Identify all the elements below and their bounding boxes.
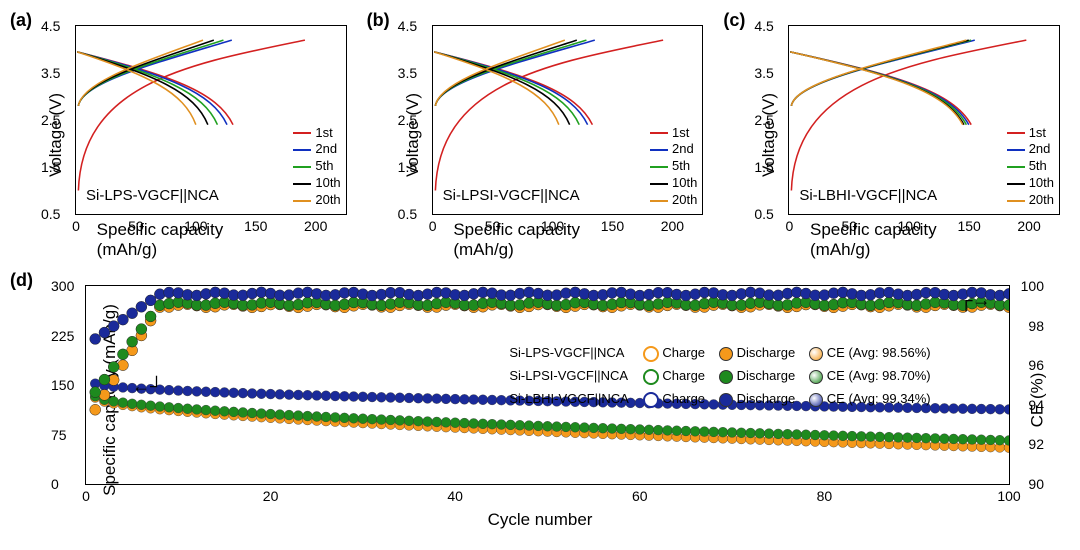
right-axis-arrow: ┌→ — [960, 290, 991, 311]
voltage-profile-panel: (a) Voltage (V) Specific capacity (mAh/g… — [10, 10, 357, 260]
series-legend: Si-LPS-VGCF||NCA Charge Discharge CE (Av… — [501, 341, 938, 411]
panel-label: (a) — [10, 10, 32, 31]
voltage-profile-panel: (b) Voltage (V) Specific capacity (mAh/g… — [367, 10, 714, 260]
left-axis-arrow: ←┘ — [132, 376, 163, 397]
panel-label: (b) — [367, 10, 390, 31]
panel-label: (c) — [723, 10, 745, 31]
x-axis-label: Cycle number — [488, 510, 593, 530]
sample-label: Si-LPS-VGCF||NCA — [86, 187, 219, 204]
cycle-legend: 1st2nd5th10th20th — [293, 125, 340, 209]
cycle-legend: 1st2nd5th10th20th — [650, 125, 697, 209]
chart-area: 0501001502000.51.52.53.54.51st2nd5th10th… — [75, 25, 347, 215]
chart-area: 0501001502000.51.52.53.54.51st2nd5th10th… — [788, 25, 1060, 215]
chart-area: 0501001502000.51.52.53.54.51st2nd5th10th… — [432, 25, 704, 215]
cycle-legend: 1st2nd5th10th20th — [1007, 125, 1054, 209]
voltage-profile-panel: (c) Voltage (V) Specific capacity (mAh/g… — [723, 10, 1070, 260]
cycling-chart: 0204060801000751502253009092949698100←┘ … — [85, 285, 1010, 485]
panel-label: (d) — [10, 270, 33, 291]
sample-label: Si-LPSI-VGCF||NCA — [443, 187, 580, 204]
sample-label: Si-LBHI-VGCF||NCA — [799, 187, 937, 204]
